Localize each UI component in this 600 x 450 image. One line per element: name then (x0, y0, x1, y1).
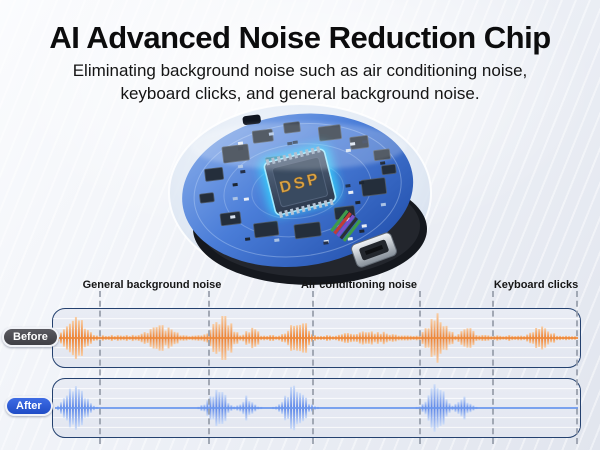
before-badge: Before (2, 327, 59, 347)
page-subtitle: Eliminating background noise such as air… (0, 59, 600, 105)
pcb-notch (242, 114, 261, 126)
noise-label-air-conditioning: Air conditioning noise (300, 279, 418, 291)
page-title: AI Advanced Noise Reduction Chip (49, 20, 551, 55)
subtitle-line-1: Eliminating background noise such as air… (72, 61, 528, 80)
after-badge: After (5, 396, 53, 416)
subtitle-line-2: keyboard clicks, and general background … (120, 84, 480, 103)
waveform-before (53, 313, 580, 363)
waveform-panel-before (52, 308, 581, 368)
usb-connector (351, 232, 397, 268)
waveform-after (53, 384, 580, 432)
noise-label-general-background: General background noise (82, 279, 222, 291)
glass-highlight (190, 122, 406, 170)
waveform-panel-after (52, 378, 581, 438)
circuit-board-image: DSP (168, 103, 432, 285)
noise-label-keyboard-clicks: Keyboard clicks (493, 279, 579, 291)
ribbon-cable (330, 209, 362, 242)
